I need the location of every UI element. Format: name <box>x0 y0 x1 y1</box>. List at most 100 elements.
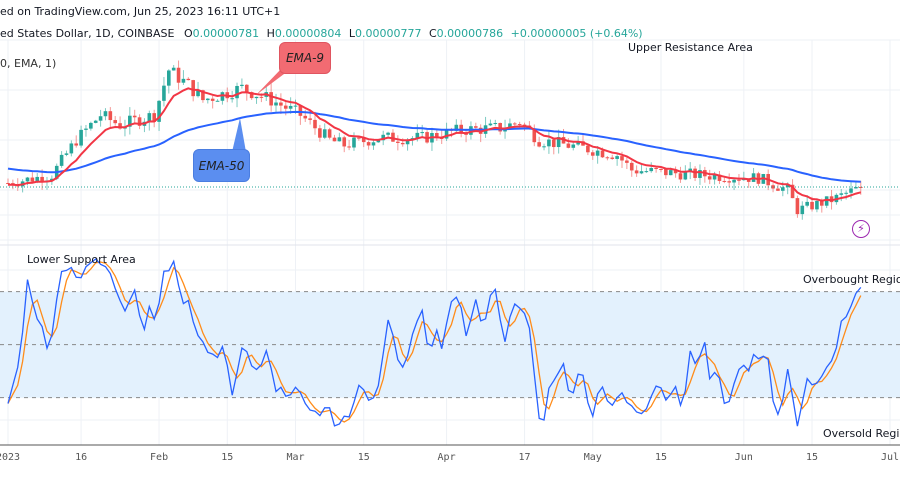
candle-body <box>785 184 790 188</box>
candle-body <box>815 200 819 210</box>
candle-body <box>781 187 785 191</box>
candle-body <box>829 196 834 203</box>
candle-body <box>196 90 200 97</box>
candle-body <box>118 123 122 129</box>
candle-body <box>152 113 156 122</box>
candle-body <box>722 180 727 182</box>
candle-body <box>371 142 376 146</box>
candle-body <box>332 137 337 142</box>
close-value: 0.00000786 <box>436 27 504 40</box>
lightning-icon[interactable]: ⚡ <box>852 220 870 238</box>
candle-body <box>215 100 220 102</box>
candle-body <box>600 150 605 158</box>
candle-body <box>288 105 293 109</box>
candle-body <box>673 170 678 174</box>
oversold-label: Oversold Region <box>823 427 900 440</box>
open-label: O <box>183 27 193 40</box>
candle-body <box>595 150 600 156</box>
candle-body <box>717 174 722 181</box>
candle-body <box>205 98 210 101</box>
x-tick-label: 15 <box>221 452 234 463</box>
candle-body <box>590 152 595 156</box>
candle-body <box>586 145 590 153</box>
candle-body <box>201 90 205 101</box>
candle-body <box>688 168 693 172</box>
candle-body <box>103 111 108 117</box>
candle-body <box>790 184 795 199</box>
candle-body <box>810 201 814 210</box>
candle-body <box>610 157 615 159</box>
candle-body <box>30 177 35 182</box>
candle-body <box>352 137 356 148</box>
candle-body <box>191 80 195 97</box>
ema9-callout-pointer <box>256 68 292 95</box>
x-tick-label: 17 <box>518 452 531 463</box>
change-value: +0.00000005 (+0.64%) <box>510 27 643 40</box>
candle-body <box>40 176 44 183</box>
candle-body <box>381 134 386 141</box>
candle-body <box>128 115 132 127</box>
x-tick-label: Mar <box>286 452 305 463</box>
candle-body <box>98 116 103 121</box>
candle-body <box>137 117 142 126</box>
candle-body <box>132 115 137 118</box>
candle-body <box>254 96 259 99</box>
candle-body <box>230 98 234 100</box>
candle-body <box>69 143 74 154</box>
candle-body <box>654 167 658 169</box>
indicator-legend[interactable]: 0, EMA, 1) <box>0 57 57 70</box>
candle-body <box>396 141 400 143</box>
candle-body <box>89 122 93 129</box>
candle-body <box>537 142 541 147</box>
x-tick-label: Jun <box>734 452 753 463</box>
candle-body <box>283 105 288 109</box>
candle-body <box>615 156 619 159</box>
candle-body <box>668 170 673 176</box>
candle-body <box>566 143 571 148</box>
candle-body <box>854 186 858 189</box>
candle-body <box>337 137 342 142</box>
candle-body <box>235 85 239 99</box>
candle-body <box>186 78 191 81</box>
x-tick-label: 2023 <box>0 452 21 463</box>
x-tick-label: Jul <box>880 452 900 463</box>
candle-body <box>240 84 244 86</box>
candle-body <box>454 124 459 131</box>
candle-body <box>376 140 381 143</box>
candle-body <box>322 129 327 138</box>
candle-body <box>366 142 371 146</box>
candle-body <box>386 132 390 135</box>
x-tick-label: Apr <box>437 452 456 463</box>
candle-body <box>274 102 278 106</box>
ema9-line <box>7 87 862 202</box>
candle-body <box>176 67 181 83</box>
candle-body <box>488 123 493 126</box>
candle-body <box>547 139 551 147</box>
candle-body <box>649 167 654 172</box>
x-tick-label: Feb <box>150 452 169 463</box>
candle-body <box>664 168 668 176</box>
candle-body <box>532 128 537 143</box>
candle-body <box>844 192 848 194</box>
ema50-callout: EMA-50 <box>193 149 250 182</box>
candle-body <box>64 153 69 155</box>
candle-body <box>6 183 10 184</box>
candle-body <box>795 198 800 215</box>
candle-body <box>157 100 161 122</box>
candle-body <box>678 173 683 180</box>
candle-body <box>35 176 40 182</box>
ema9-callout: EMA-9 <box>279 42 331 74</box>
candle-body <box>625 160 629 163</box>
candle-body <box>147 113 152 122</box>
candle-body <box>400 142 405 145</box>
upper-resistance-label: Upper Resistance Area <box>628 41 753 54</box>
candle-body <box>683 171 688 180</box>
candle-body <box>167 70 171 86</box>
candle-body <box>220 92 225 101</box>
candle-body <box>498 122 502 132</box>
candle-body <box>819 200 824 206</box>
candle-body <box>249 92 254 99</box>
candle-body <box>800 205 805 215</box>
ema50-callout-pointer <box>232 118 246 152</box>
